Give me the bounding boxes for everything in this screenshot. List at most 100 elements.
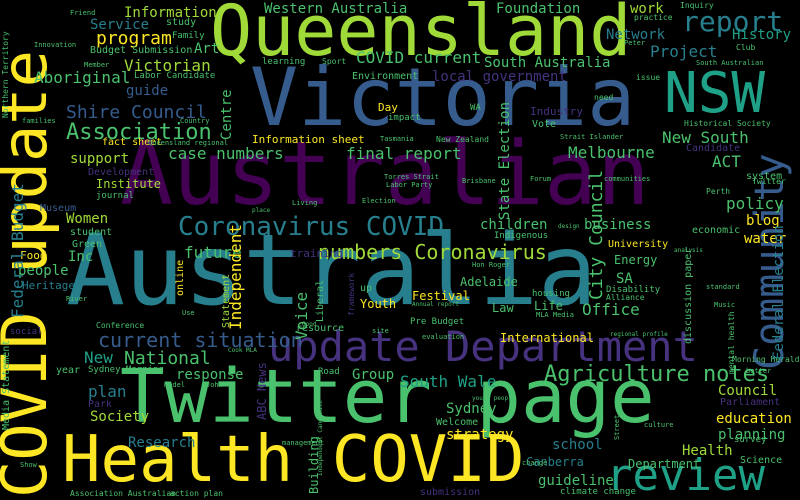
word-standard: standard	[706, 283, 740, 291]
word-john: John	[206, 381, 223, 389]
word-statement: Statement	[221, 273, 232, 328]
word-better: better	[746, 367, 772, 375]
word-children: children	[480, 217, 548, 233]
word-living: Living	[292, 199, 318, 207]
word-agriculture-notes: Agriculture notes	[544, 362, 770, 387]
word-mental-health: mental health	[727, 311, 736, 374]
word-south-australia: South Australia	[484, 55, 611, 71]
word-association: Association	[66, 120, 212, 145]
word-history: History	[732, 27, 792, 43]
word-information-sheet: Information sheet	[252, 133, 365, 146]
word-australia: Australia	[66, 214, 598, 328]
word-review: review	[606, 450, 765, 500]
word-sport: Sport	[322, 57, 347, 66]
word-river: River	[66, 295, 88, 303]
word-institute: Institute	[96, 177, 162, 191]
word-future: future	[184, 243, 242, 262]
word-disability: Disability	[606, 285, 661, 295]
word-inc: Inc	[68, 249, 94, 265]
word-labor-candidate: Labor Candidate	[134, 71, 216, 81]
word-analysis: analysis	[674, 247, 703, 254]
word-learning: learning	[262, 57, 306, 67]
word-road: Road	[318, 367, 340, 377]
word-vote: Vote	[532, 119, 557, 130]
word-school: school	[552, 437, 603, 453]
word-current-situation: current situation	[98, 328, 303, 352]
word-torres-strait: Torres Strait	[384, 173, 439, 181]
word-report: report	[682, 5, 784, 38]
word-development: Development	[88, 167, 155, 178]
word-club: Club	[736, 43, 756, 52]
word-budget-submission: Budget Submission	[90, 45, 193, 56]
word-culture: culture	[644, 421, 674, 429]
word-strait-islander: Strait Islander	[560, 133, 624, 141]
word-survey: survey	[734, 435, 767, 445]
word-family: Family	[172, 31, 205, 41]
word-impact: impact	[388, 113, 421, 123]
word-candidate: Candidate	[686, 143, 741, 154]
word-science: Science	[740, 455, 783, 466]
word-young-people: young people	[472, 395, 516, 402]
word-action-plan: action plan	[170, 489, 223, 498]
word-blog: blog	[746, 213, 780, 229]
word-federal-election: Federal Election	[771, 225, 787, 360]
word-street: Street	[613, 414, 621, 440]
word-women: Women	[66, 211, 109, 227]
word-strategy: strategy	[446, 427, 514, 443]
word-study: study	[166, 17, 197, 28]
word-update-department: update Department	[268, 322, 698, 371]
word-university: University	[608, 239, 669, 250]
word-welcome: Welcome	[436, 417, 479, 428]
word-media-statement: Media Statement	[1, 339, 12, 430]
word-online: online	[175, 259, 186, 296]
word-council: Council	[718, 383, 778, 399]
word-climate-change: climate change	[560, 487, 636, 497]
word-society: Society	[90, 409, 150, 425]
word-journal: journal	[96, 191, 134, 201]
word-inquiry: Inquiry	[680, 1, 714, 10]
word-pre-budget: Pre Budget	[410, 317, 465, 327]
word-abc-news: ABC News	[255, 362, 269, 420]
word-liberal: Liberal	[315, 279, 326, 322]
word-work: work	[630, 1, 664, 17]
word-new: New	[84, 348, 113, 367]
word-discussion-paper: discussion paper	[683, 247, 694, 344]
word-framework: framework	[347, 272, 356, 316]
word-resource: resource	[296, 323, 345, 334]
word-federal-budget: Federal Budget	[8, 183, 27, 318]
word-covid-current: COVID current	[356, 48, 482, 67]
word-place: place	[252, 207, 271, 214]
word-department: Department	[628, 457, 701, 471]
word-nsw: NSW	[664, 61, 766, 126]
word-country: Country	[180, 117, 210, 125]
word-use: Use	[182, 309, 195, 317]
word-conference: Conference	[96, 321, 145, 330]
word-policy: policy	[726, 194, 784, 213]
word-environment: Environment	[352, 71, 419, 82]
word-victoria: Victoria	[250, 51, 636, 144]
word-management: management	[282, 439, 325, 447]
word-youth: Youth	[360, 297, 397, 311]
word-student: student	[70, 227, 113, 238]
word-foundation: Foundation	[496, 1, 581, 17]
word-tasmania: Tasmania	[380, 135, 414, 143]
word-year: year	[56, 365, 81, 376]
word-practice: practice	[634, 13, 673, 22]
word-labor-party: Labor Party	[386, 181, 433, 189]
word-food: Food	[20, 249, 47, 262]
word-annual-report: Annual report	[412, 301, 459, 308]
word-response: response	[176, 367, 244, 383]
word-mla-media: MLA Media	[536, 311, 574, 319]
word-guide: guide	[126, 83, 169, 99]
word-health: Health	[682, 443, 733, 459]
word-northern-territory: Northern Territory	[1, 31, 10, 118]
word-western-australia: Western Australia	[264, 1, 408, 17]
word-brisbane: Brisbane	[462, 177, 496, 185]
word-economic: economic	[692, 225, 741, 236]
word-service: Service	[90, 17, 150, 33]
word-association-australian: Association Australian	[70, 489, 176, 498]
word-case-numbers: case numbers	[168, 144, 284, 163]
word-coronavirus-covid: Coronavirus COVID	[178, 212, 445, 242]
word-submission: submission	[420, 487, 481, 498]
